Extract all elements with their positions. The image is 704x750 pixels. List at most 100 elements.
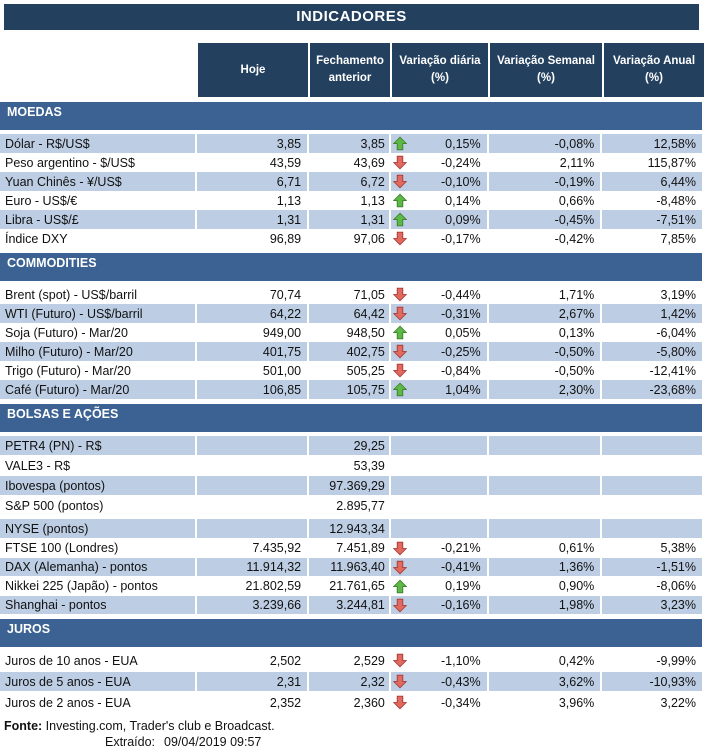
cell-fechamento: 11.963,40 bbox=[309, 558, 391, 576]
variacao-diaria-value: -0,43% bbox=[441, 674, 481, 689]
cell-fechamento: 1,31 bbox=[309, 210, 391, 229]
cell-fechamento: 71,05 bbox=[309, 285, 391, 304]
cell-variacao-anual: -9,99% bbox=[656, 653, 696, 668]
variacao-diaria-value: -0,17% bbox=[441, 231, 481, 246]
column-header-hoje: Hoje bbox=[198, 43, 310, 97]
cell-variacao-diaria: 0,15% bbox=[390, 134, 489, 153]
cell-variacao-diaria: 0,14% bbox=[391, 191, 489, 210]
cell-variacao-diaria: -0,25% bbox=[390, 342, 489, 361]
table-row-juros-de-5-anos-eua: Juros de 5 anos - EUA 2,31 2,32 -0,43% 3,62%… bbox=[0, 672, 702, 691]
cell-variacao-anual: -1,51% bbox=[602, 558, 702, 576]
table-row-milho-futuro-mar-20: Milho (Futuro) - Mar/20 401,75 402,75 -0,25… bbox=[0, 342, 702, 361]
cell-variacao-anual: 3,23% bbox=[602, 596, 702, 614]
variacao-diaria-value: -0,10% bbox=[441, 174, 481, 189]
cell-hoje bbox=[197, 436, 310, 455]
cell-variacao-semanal: -0,45% bbox=[488, 210, 603, 229]
cell-variacao-semanal: 0,61% bbox=[489, 539, 603, 557]
table-row-dolar-r-us: Dólar - R$/US$ 3,85 3,85 0,15% -0,08% 12,58% bbox=[0, 134, 702, 153]
cell-fechamento: 948,50 bbox=[309, 323, 391, 342]
trend-arrow-slot bbox=[392, 541, 409, 556]
table-row-nikkei-225-japao-pontos: Nikkei 225 (Japão) - pontos 21.802,59 21.7… bbox=[0, 577, 702, 595]
cell-variacao-semanal: 2,11% bbox=[489, 153, 603, 172]
cell-variacao-semanal: 0,90% bbox=[489, 577, 603, 595]
cell-variacao-semanal: 1,71% bbox=[489, 285, 603, 304]
cell-variacao-anual: 6,44% bbox=[602, 172, 702, 191]
cell-variacao-anual: 7,85% bbox=[660, 231, 696, 246]
cell-variacao-semanal: 3,62% bbox=[488, 672, 603, 691]
table-row-nyse-pontos: NYSE (pontos) 12.943,34 bbox=[0, 519, 702, 538]
table-row-indice-dxy: Índice DXY 96,89 97,06 -0,17% -0,42% 7,85% bbox=[0, 229, 702, 248]
trend-arrow-slot bbox=[392, 674, 409, 689]
table-row-cafe-futuro-mar-20: Café (Futuro) - Mar/20 106,85 105,75 1,04% 2… bbox=[0, 380, 702, 399]
arrow-down-icon bbox=[392, 363, 407, 378]
extracted-line: Extraído: 09/04/2019 09:57 bbox=[0, 734, 704, 750]
arrow-down-icon bbox=[392, 598, 407, 612]
arrow-down-icon bbox=[392, 541, 407, 555]
cell-variacao-anual: -23,68% bbox=[602, 380, 702, 399]
cell-variacao-diaria: -0,84% bbox=[391, 361, 489, 380]
column-header-variacao-semanal: Variação Semanal (%) bbox=[490, 43, 604, 97]
cell-variacao-diaria: -0,17% bbox=[391, 229, 489, 248]
cell-label: Dólar - R$/US$ bbox=[0, 134, 198, 153]
cell-label: NYSE (pontos) bbox=[0, 519, 198, 538]
trend-arrow-slot bbox=[392, 344, 409, 359]
table-row-juros-de-10-anos-eua: Juros de 10 anos - EUA 2,502 2,529 -1,10% 0,… bbox=[0, 651, 702, 670]
table-row-s-p-500-pontos: S&P 500 (pontos) 2.895,77 bbox=[0, 496, 702, 515]
cell-fechamento: 53,39 bbox=[309, 456, 391, 475]
cell-variacao-anual bbox=[602, 519, 702, 538]
trend-arrow-slot bbox=[392, 382, 409, 397]
cell-variacao-anual: -8,48% bbox=[656, 193, 696, 208]
table-row-soja-futuro-mar-20: Soja (Futuro) - Mar/20 949,00 948,50 0,05% 0… bbox=[0, 323, 702, 342]
cell-label: PETR4 (PN) - R$ bbox=[0, 436, 198, 455]
cell-fechamento: 64,42 bbox=[309, 304, 391, 323]
cell-fechamento: 105,75 bbox=[309, 380, 391, 399]
trend-arrow-slot bbox=[392, 231, 409, 246]
cell-hoje: 501,00 bbox=[197, 361, 310, 380]
cell-variacao-diaria: -0,43% bbox=[390, 672, 489, 691]
cell-label: Milho (Futuro) - Mar/20 bbox=[0, 342, 198, 361]
cell-variacao-semanal bbox=[488, 476, 603, 495]
table-row-peso-argentino-us: Peso argentino - $/US$ 43,59 43,69 -0,24% 2,… bbox=[0, 153, 702, 172]
cell-variacao-diaria: 0,05% bbox=[391, 323, 489, 342]
cell-fechamento: 2,32 bbox=[309, 672, 391, 691]
cell-label: FTSE 100 (Londres) bbox=[0, 539, 198, 557]
table-row-yuan-chines-us: Yuan Chinês - ¥/US$ 6,71 6,72 -0,10% -0,19% 6… bbox=[0, 172, 702, 191]
cell-variacao-anual: 3,22% bbox=[660, 695, 696, 710]
cell-variacao-semanal: 3,96% bbox=[489, 693, 603, 712]
cell-variacao-diaria: 0,19% bbox=[391, 577, 489, 595]
cell-hoje: 11.914,32 bbox=[197, 558, 310, 576]
variacao-diaria-value: -0,24% bbox=[441, 155, 481, 170]
cell-variacao-semanal: 0,13% bbox=[489, 323, 603, 342]
cell-variacao-semanal bbox=[489, 496, 603, 515]
cell-hoje: 401,75 bbox=[197, 342, 310, 361]
cell-fechamento: 505,25 bbox=[309, 361, 391, 380]
cell-hoje: 96,89 bbox=[197, 229, 310, 248]
cell-variacao-anual: -12,41% bbox=[649, 363, 696, 378]
arrow-up-icon bbox=[392, 382, 407, 397]
cell-variacao-anual: -8,06% bbox=[656, 579, 696, 593]
section-header-commodities: COMMODITIES bbox=[0, 253, 702, 281]
trend-arrow-slot bbox=[392, 193, 409, 208]
cell-hoje: 7.435,92 bbox=[197, 539, 310, 557]
variacao-diaria-value: 0,19% bbox=[445, 579, 481, 593]
page-title-text: INDICADORES bbox=[296, 8, 407, 25]
column-header-variacao-diaria: Variação diária (%) bbox=[392, 43, 490, 97]
table-row-dax-alemanha-pontos: DAX (Alemanha) - pontos 11.914,32 11.963,4… bbox=[0, 558, 702, 576]
arrow-down-icon bbox=[392, 344, 407, 359]
cell-fechamento: 29,25 bbox=[309, 436, 391, 455]
cell-hoje: 6,71 bbox=[197, 172, 310, 191]
cell-hoje: 106,85 bbox=[197, 380, 310, 399]
cell-variacao-semanal bbox=[488, 436, 603, 455]
cell-fechamento: 3,85 bbox=[309, 134, 391, 153]
variacao-diaria-value: 0,05% bbox=[445, 325, 481, 340]
footer: Fonte: Investing.com, Trader's club e Br… bbox=[0, 718, 704, 750]
cell-hoje: 2,352 bbox=[197, 693, 310, 712]
cell-variacao-anual: -6,04% bbox=[656, 325, 696, 340]
cell-fechamento: 402,75 bbox=[309, 342, 391, 361]
trend-arrow-slot bbox=[392, 155, 409, 170]
cell-hoje bbox=[197, 496, 310, 515]
cell-hoje: 1,13 bbox=[197, 191, 310, 210]
cell-variacao-anual: 5,38% bbox=[660, 541, 696, 555]
trend-arrow-slot bbox=[392, 212, 409, 227]
trend-arrow-slot bbox=[392, 136, 409, 151]
